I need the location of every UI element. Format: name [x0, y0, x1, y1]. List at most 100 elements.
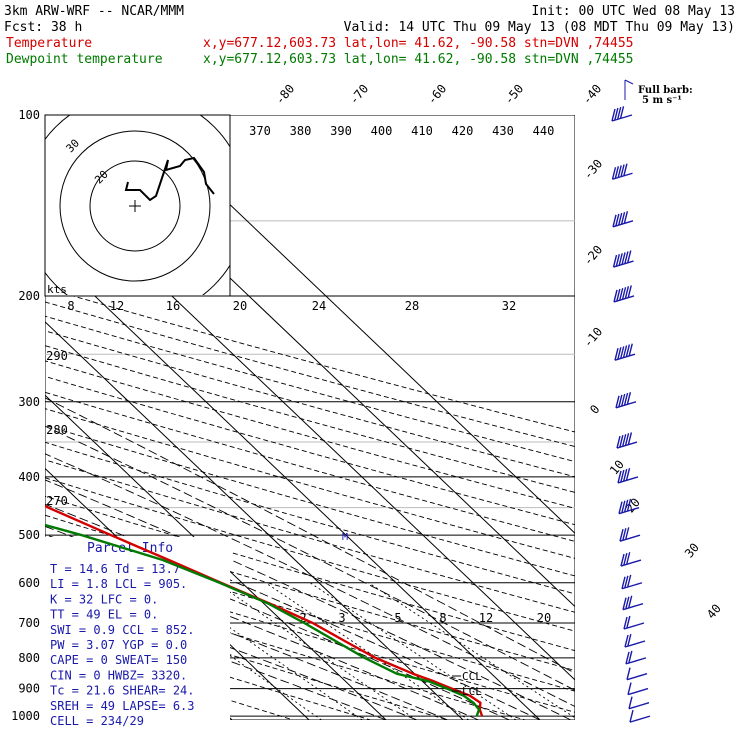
isotherm-10	[45, 321, 464, 720]
barb-flag-125-0	[611, 167, 617, 180]
theta-label-420: 420	[452, 124, 474, 138]
parcel-row-1: LI = 1.8 LCL = 905.	[50, 577, 187, 591]
isotherm--50	[0, 115, 1, 720]
barb-flag-350-0	[616, 435, 621, 449]
isotherm-label--70: -70	[347, 82, 372, 108]
barb-flag-550-1	[623, 552, 628, 566]
pressure-label-100: 100	[18, 108, 40, 122]
barb-flag-250-1	[617, 347, 622, 360]
barb-flag-450-0	[618, 501, 623, 514]
isotherm-label--40: -40	[580, 82, 605, 108]
parcel-info-box: Parcel Info T = 14.6 Td = 13.7LI = 1.8 L…	[45, 537, 230, 728]
barb-flag-250-3	[622, 345, 628, 358]
barb-flag-150-1	[615, 213, 620, 227]
pressure-label-500: 500	[18, 528, 40, 542]
barb-flag-450-2	[624, 499, 629, 513]
mixing-ratio-12	[309, 582, 517, 720]
theta-label-440: 440	[533, 124, 555, 138]
ccl-marker: CCL	[462, 670, 482, 683]
barb-flag-150-0	[612, 214, 617, 228]
isotherm-label-0: 0	[587, 402, 602, 417]
pressure-label-800: 800	[18, 651, 40, 665]
barb-flag-600-2	[627, 574, 632, 588]
barb-flag-700-1	[626, 615, 631, 629]
theta-label-410: 410	[411, 124, 433, 138]
isotherm-label--10: -10	[581, 325, 606, 351]
barb-flag-350-4	[627, 432, 633, 445]
dry-adiabat-340	[45, 477, 575, 632]
barb-flag-600-0	[621, 576, 626, 589]
pressure-label-400: 400	[18, 470, 40, 484]
mixing-ratio-label-lower-3: 3	[338, 611, 345, 625]
series-line-temperature	[45, 504, 484, 717]
barb-flag-175-0	[612, 254, 618, 268]
theta-label-290: 290	[46, 349, 68, 363]
barb-flag-1000-0	[629, 709, 634, 723]
pressure-label-900: 900	[18, 682, 40, 696]
parcel-row-3: TT = 49 EL = 0.	[50, 608, 158, 622]
barb-flag-400-2	[623, 468, 628, 482]
parcel-row-4: SWI = 0.9 CCL = 852.	[50, 623, 195, 637]
hodograph: 30 20 kts	[44, 114, 231, 297]
barb-staff-900	[627, 687, 649, 696]
pressure-label-300: 300	[18, 395, 40, 409]
pressure-label-700: 700	[18, 616, 40, 630]
moist-adiabat-0	[45, 595, 387, 720]
theta-label-390: 390	[330, 124, 352, 138]
mixing-ratio-label-upper-16: 16	[166, 299, 180, 313]
barb-flag-850-0	[626, 667, 631, 680]
barb-flag-800-1	[628, 650, 633, 664]
mixing-ratio-label-upper-24: 24	[312, 299, 326, 313]
parcel-row-5: PW = 3.07 YGP = 0.0	[50, 638, 187, 652]
barb-flag-550-0	[620, 553, 625, 567]
model-title: 3km ARW-WRF -- NCAR/MMM	[4, 4, 184, 19]
mixing-ratio-label-upper-8: 8	[67, 299, 74, 313]
pressure-label-1000: 1000	[11, 709, 40, 723]
barb-flag-250-2	[620, 346, 625, 359]
mixing-ratio-label-lower-5: 5	[394, 611, 401, 625]
wind-barbs	[611, 79, 651, 723]
dry-adiabat-310	[45, 534, 575, 692]
theta-label-380: 380	[290, 124, 312, 138]
barb-flag-200-3	[621, 287, 627, 300]
isotherm-label-40: 40	[704, 601, 724, 621]
temperature-location: x,y=677.12,603.73 lat,lon= 41.62, -90.58…	[203, 36, 633, 51]
barb-flag-750-1	[627, 633, 632, 647]
isotherm-label--20: -20	[581, 243, 606, 269]
parcel-row-8: Tc = 21.6 SHEAR= 24.	[50, 684, 195, 698]
barb-flag-100-0	[611, 108, 616, 122]
dewpoint-legend-label: Dewpoint temperature	[6, 52, 163, 67]
barb-flag-300-4	[626, 392, 632, 405]
barb-flag-125-3	[620, 164, 625, 177]
barb-flag-200-0	[613, 289, 618, 303]
barb-flag-300-3	[623, 392, 629, 406]
barb-flag-125-2	[617, 165, 622, 178]
parcel-row-2: K = 32 LFC = 0.	[50, 592, 158, 606]
barb-flag-400-1	[620, 469, 625, 483]
isotherm-label-30: 30	[682, 540, 702, 560]
moist-adiabat-28	[45, 453, 575, 708]
barb-flag-400-0	[617, 470, 622, 484]
parcel-row-10: CELL = 234/29	[50, 714, 144, 728]
barb-flag-100-1	[614, 107, 619, 121]
barb-flag-100-2	[617, 107, 622, 120]
barb-flag-200-4	[624, 286, 630, 299]
full-barb-label: Full barb:	[638, 85, 693, 96]
dry-adiabat-430	[45, 330, 575, 478]
series-line-dewpoint	[45, 523, 481, 717]
barb-flag-350-1	[619, 434, 624, 448]
moist-adiabat-36	[45, 397, 575, 674]
barb-flag-450-3	[626, 498, 632, 512]
mixing-ratio-label-lower-12: 12	[479, 611, 493, 625]
barb-flag-250-4	[625, 344, 631, 357]
barb-flag-200-2	[619, 287, 624, 301]
mixing-ratio-5	[216, 582, 417, 720]
barb-flag-550-2	[626, 552, 631, 565]
theta-label-370: 370	[249, 124, 271, 138]
mixing-ratio-label-upper-20: 20	[233, 299, 247, 313]
isotherm-20	[45, 247, 541, 720]
theta-label-400: 400	[371, 124, 393, 138]
barb-flag-500-2	[625, 527, 630, 540]
dry-adiabat-280	[45, 596, 449, 720]
